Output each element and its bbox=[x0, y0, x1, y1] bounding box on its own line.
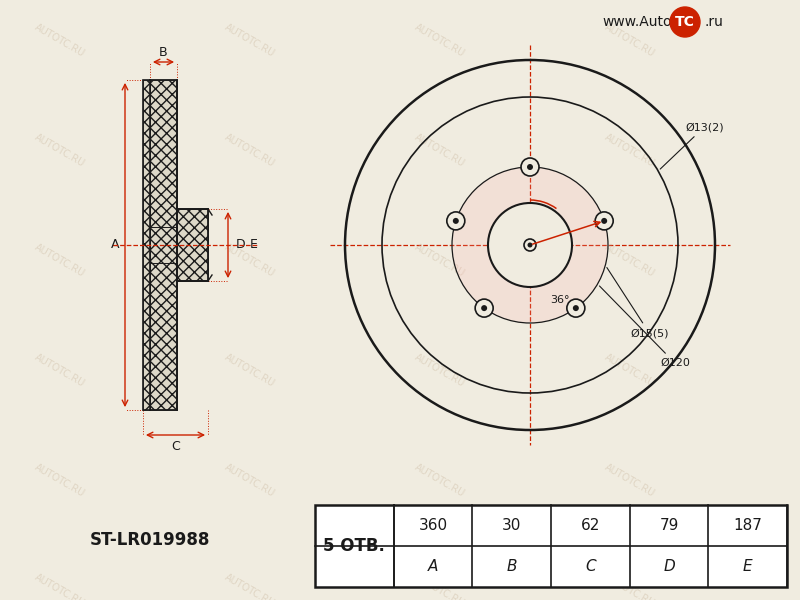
Text: AUTOTC.RU: AUTOTC.RU bbox=[413, 131, 467, 169]
Text: AUTOTC.RU: AUTOTC.RU bbox=[413, 461, 467, 499]
Circle shape bbox=[488, 203, 572, 287]
Text: A: A bbox=[110, 238, 119, 251]
Text: AUTOTC.RU: AUTOTC.RU bbox=[413, 242, 467, 278]
Text: AUTOTC.RU: AUTOTC.RU bbox=[223, 242, 277, 278]
Text: 5 ОТВ.: 5 ОТВ. bbox=[323, 537, 386, 555]
Bar bbox=[143, 80, 150, 410]
Text: C: C bbox=[585, 559, 596, 574]
Circle shape bbox=[527, 164, 533, 170]
Text: 187: 187 bbox=[734, 518, 762, 533]
Text: E: E bbox=[250, 238, 258, 251]
Circle shape bbox=[447, 212, 465, 230]
Text: 62: 62 bbox=[581, 518, 600, 533]
Text: AUTOTC.RU: AUTOTC.RU bbox=[603, 22, 657, 58]
Text: AUTOTC.RU: AUTOTC.RU bbox=[603, 352, 657, 388]
Text: ST-LR019988: ST-LR019988 bbox=[90, 531, 210, 549]
Circle shape bbox=[521, 158, 539, 176]
Text: www.Auto: www.Auto bbox=[602, 15, 672, 29]
Text: AUTOTC.RU: AUTOTC.RU bbox=[223, 572, 277, 600]
Text: TC: TC bbox=[675, 15, 695, 29]
Text: AUTOTC.RU: AUTOTC.RU bbox=[413, 572, 467, 600]
Text: AUTOTC.RU: AUTOTC.RU bbox=[223, 352, 277, 388]
Bar bbox=[315, 505, 787, 587]
Text: 30: 30 bbox=[502, 518, 522, 533]
Circle shape bbox=[573, 305, 579, 311]
Text: C: C bbox=[171, 440, 180, 454]
Text: .ru: .ru bbox=[704, 15, 723, 29]
Circle shape bbox=[601, 218, 607, 224]
Text: AUTOTC.RU: AUTOTC.RU bbox=[33, 242, 87, 278]
Text: B: B bbox=[159, 46, 168, 58]
Text: AUTOTC.RU: AUTOTC.RU bbox=[603, 131, 657, 169]
Circle shape bbox=[524, 239, 536, 251]
Text: D: D bbox=[236, 238, 246, 251]
Text: AUTOTC.RU: AUTOTC.RU bbox=[603, 461, 657, 499]
Bar bbox=[177, 209, 208, 281]
Text: AUTOTC.RU: AUTOTC.RU bbox=[413, 22, 467, 58]
Bar bbox=[150, 80, 177, 410]
Text: B: B bbox=[506, 559, 517, 574]
Text: AUTOTC.RU: AUTOTC.RU bbox=[33, 572, 87, 600]
Text: Ø13(2): Ø13(2) bbox=[660, 122, 724, 169]
Circle shape bbox=[452, 167, 608, 323]
Text: A: A bbox=[428, 559, 438, 574]
Circle shape bbox=[475, 299, 493, 317]
Text: AUTOTC.RU: AUTOTC.RU bbox=[223, 22, 277, 58]
Circle shape bbox=[595, 212, 613, 230]
Text: 79: 79 bbox=[659, 518, 678, 533]
Text: AUTOTC.RU: AUTOTC.RU bbox=[33, 22, 87, 58]
Bar bbox=[143, 80, 150, 410]
Circle shape bbox=[567, 299, 585, 317]
Text: 36°: 36° bbox=[550, 295, 570, 305]
Circle shape bbox=[481, 305, 487, 311]
Circle shape bbox=[670, 7, 700, 37]
Text: D: D bbox=[663, 559, 675, 574]
Text: AUTOTC.RU: AUTOTC.RU bbox=[603, 572, 657, 600]
Text: E: E bbox=[743, 559, 753, 574]
Text: AUTOTC.RU: AUTOTC.RU bbox=[33, 461, 87, 499]
Text: Ø15(5): Ø15(5) bbox=[607, 268, 669, 338]
Text: AUTOTC.RU: AUTOTC.RU bbox=[33, 131, 87, 169]
Text: AUTOTC.RU: AUTOTC.RU bbox=[223, 461, 277, 499]
Bar bbox=[150, 80, 177, 410]
Circle shape bbox=[453, 218, 459, 224]
Text: AUTOTC.RU: AUTOTC.RU bbox=[603, 242, 657, 278]
Text: AUTOTC.RU: AUTOTC.RU bbox=[413, 352, 467, 388]
Circle shape bbox=[527, 242, 533, 247]
Text: AUTOTC.RU: AUTOTC.RU bbox=[223, 131, 277, 169]
Text: 360: 360 bbox=[418, 518, 447, 533]
Text: AUTOTC.RU: AUTOTC.RU bbox=[33, 352, 87, 388]
Bar bbox=[177, 209, 208, 281]
Text: Ø120: Ø120 bbox=[599, 286, 690, 368]
